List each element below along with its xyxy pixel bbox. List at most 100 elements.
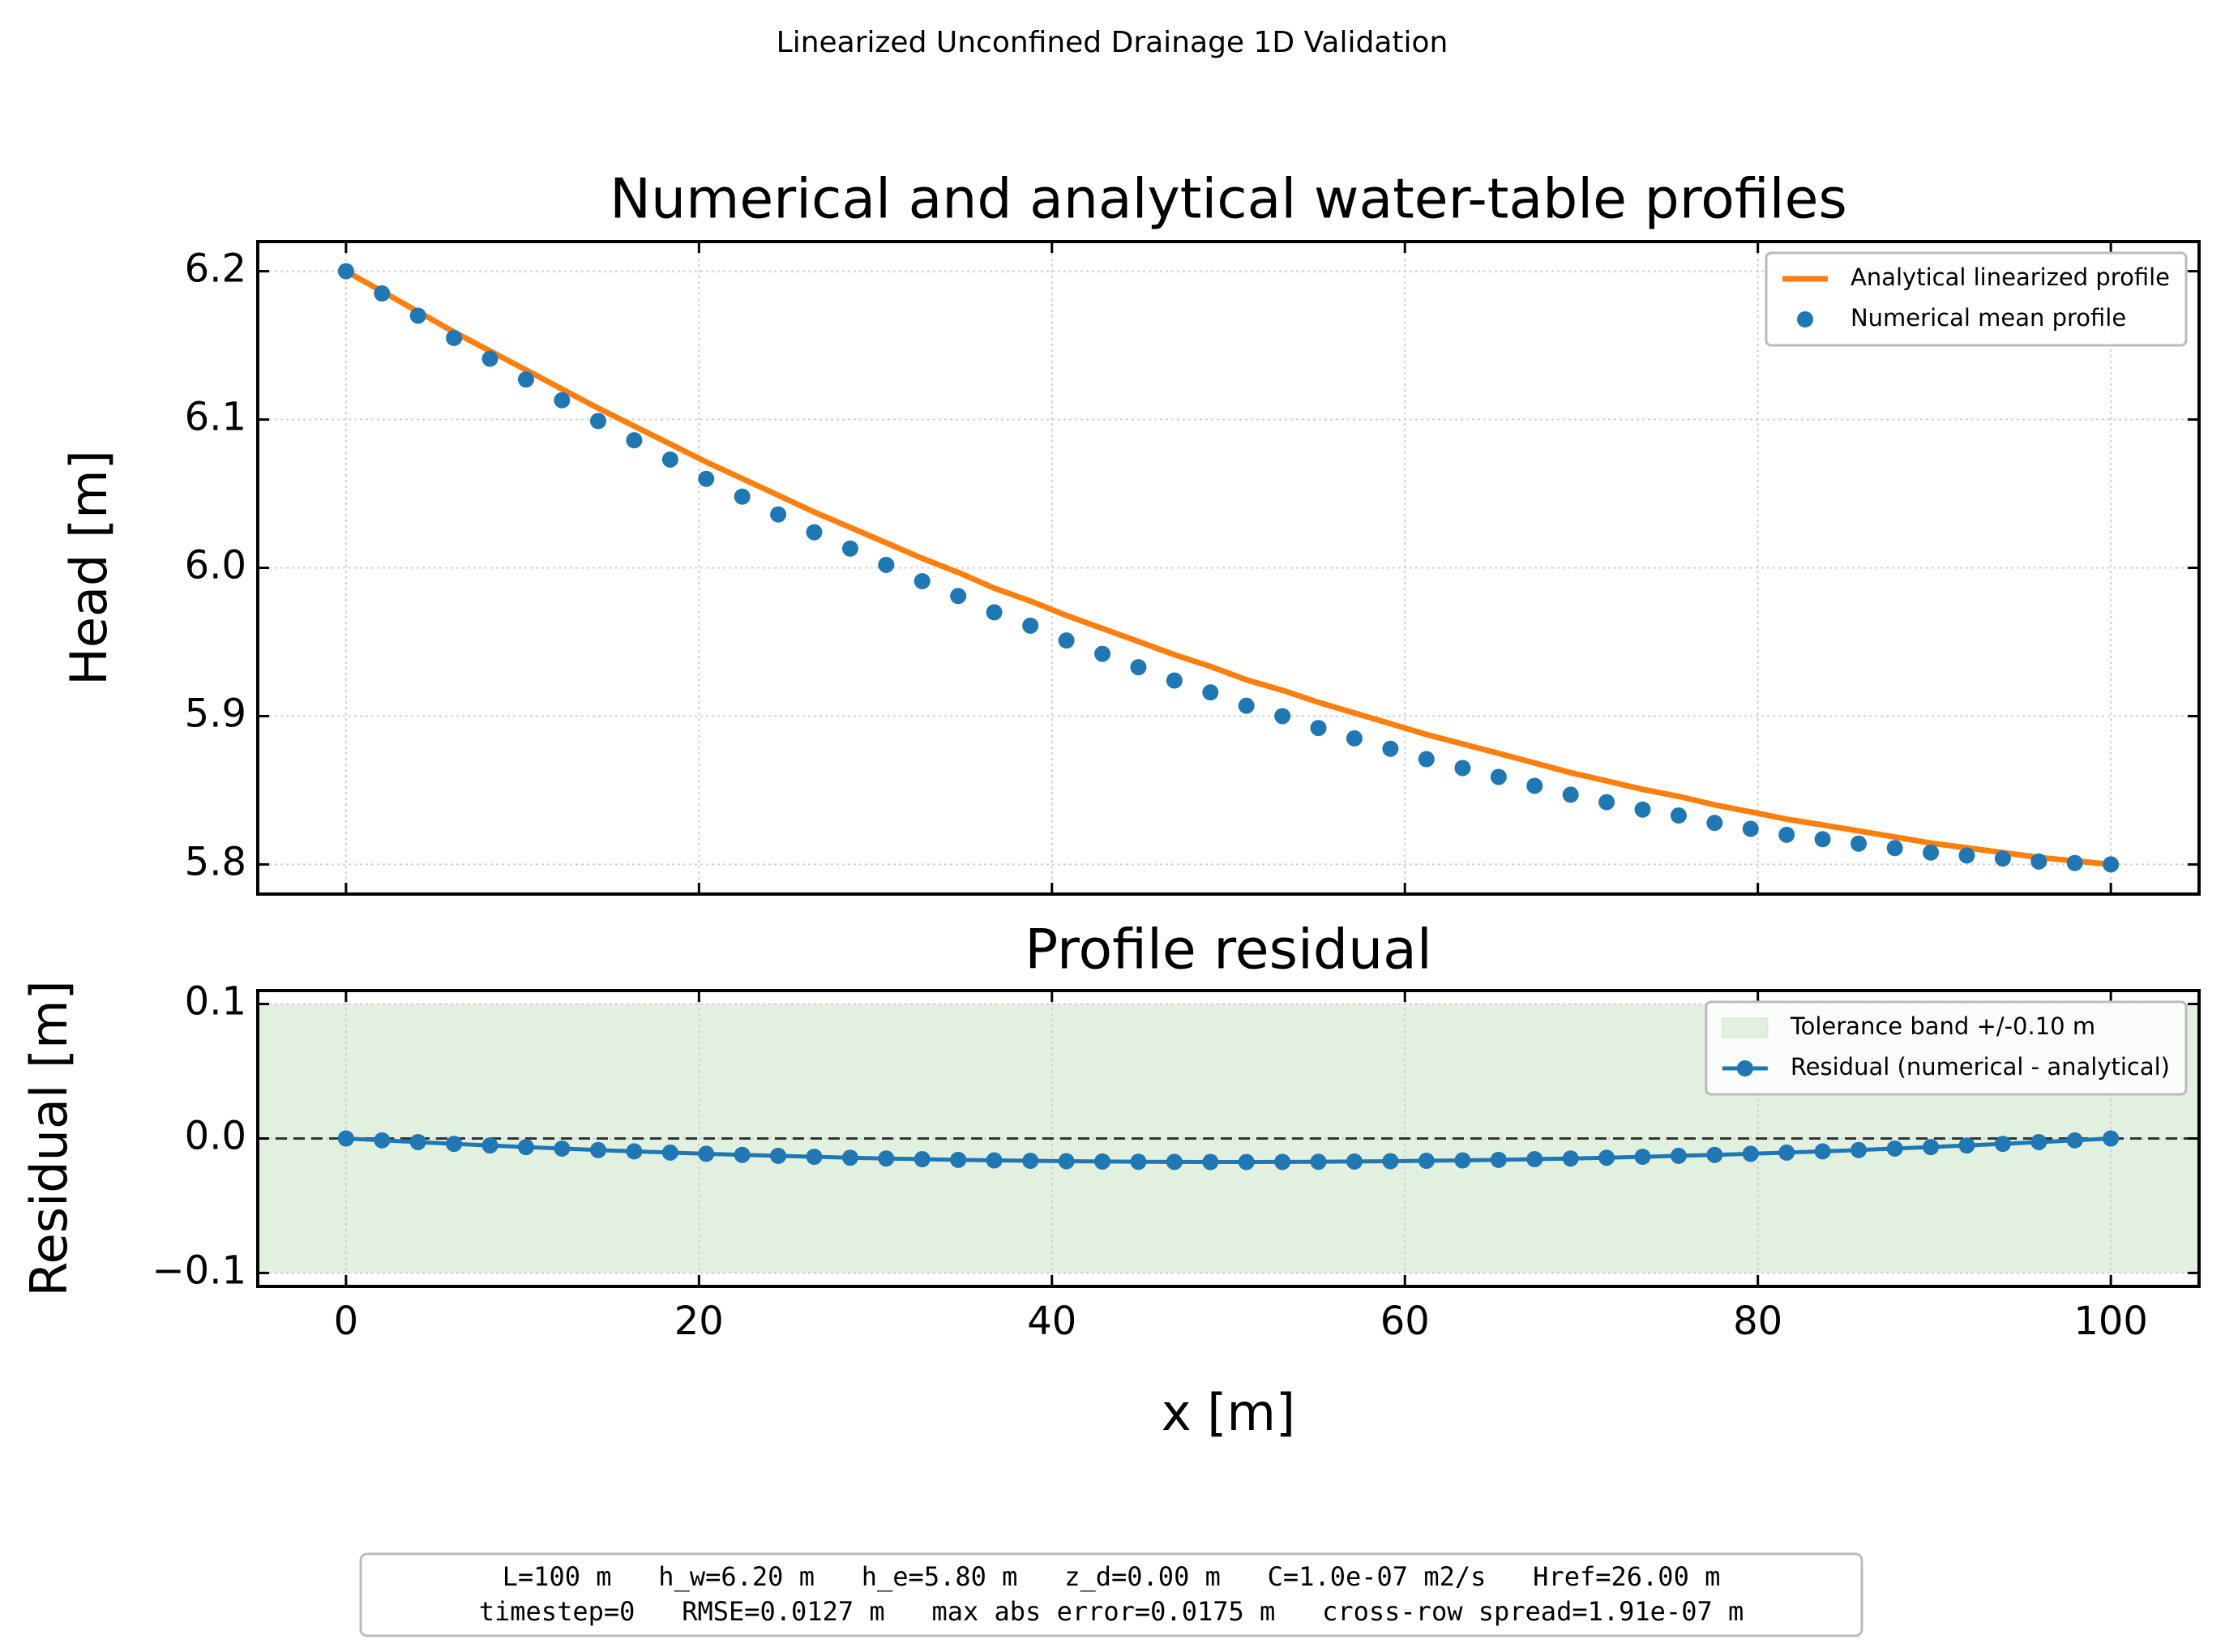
data-point: [986, 1152, 1003, 1169]
data-point: [1490, 768, 1507, 785]
data-point: [517, 371, 534, 388]
data-point: [698, 470, 715, 487]
data-point: [950, 1151, 967, 1168]
data-point: [481, 1137, 498, 1154]
data-point: [1886, 840, 1903, 857]
y-tick-label: 0.0: [185, 1114, 246, 1159]
data-point: [770, 1147, 787, 1164]
data-point: [1958, 1137, 1975, 1154]
data-point: [1022, 1153, 1039, 1170]
data-point: [1130, 1153, 1147, 1171]
data-point: [1562, 786, 1579, 803]
legend-box: [1705, 1000, 2188, 1096]
legend-swatch: [1796, 311, 1813, 327]
axes-title: Profile residual: [1025, 918, 1432, 982]
data-point: [1958, 847, 1975, 864]
data-point: [554, 392, 571, 409]
y-axis-label: Head [m]: [59, 450, 118, 686]
x-tick-label: 0: [334, 1299, 359, 1344]
data-point: [1706, 1146, 1723, 1163]
legend-label: Numerical mean profile: [1851, 304, 2126, 332]
data-point: [374, 1132, 391, 1149]
data-point: [1166, 672, 1183, 689]
data-point: [1490, 1151, 1507, 1168]
data-point: [1634, 801, 1651, 818]
legend-swatch: [1722, 1017, 1769, 1038]
data-point: [841, 1149, 858, 1166]
data-point: [1202, 1153, 1219, 1171]
y-tick-label: −0.1: [152, 1248, 246, 1293]
footer-line: timestep=0 RMSE=0.0127 m max abs error=0…: [479, 1596, 1744, 1627]
y-axis-label: Residual [m]: [19, 980, 79, 1296]
y-tick-label: 5.8: [185, 839, 246, 884]
data-point: [517, 1139, 534, 1156]
data-point: [2066, 854, 2083, 871]
data-point: [1923, 844, 1940, 861]
data-point: [661, 1144, 678, 1161]
data-point: [409, 307, 426, 324]
data-point: [1742, 820, 1759, 837]
data-point: [1058, 632, 1075, 649]
data-point: [626, 1143, 643, 1160]
data-point: [1851, 835, 1868, 852]
data-point: [841, 540, 858, 557]
axes-title: Numerical and analytical water-table pro…: [610, 168, 1847, 232]
y-tick-label: 6.0: [185, 543, 246, 588]
data-point: [1994, 1136, 2011, 1153]
y-tick-label: 6.2: [185, 246, 246, 292]
data-point: [446, 329, 463, 346]
series-line: [344, 268, 2112, 867]
data-point: [1418, 751, 1435, 768]
legend-label: Analytical linearized profile: [1851, 263, 2170, 291]
data-point: [698, 1145, 715, 1162]
data-point: [1274, 1153, 1291, 1171]
legend-label: Residual (numerical - analytical): [1791, 1053, 2170, 1081]
data-point: [374, 285, 391, 302]
data-point: [661, 451, 678, 468]
x-tick-label: 40: [1027, 1299, 1076, 1344]
data-point: [1814, 831, 1831, 848]
data-point: [950, 588, 967, 605]
data-point: [1022, 617, 1039, 634]
data-point: [2103, 1130, 2120, 1147]
data-point: [1670, 1147, 1687, 1164]
data-point: [1706, 815, 1723, 832]
x-tick-label: 20: [674, 1299, 724, 1344]
data-point: [1418, 1153, 1435, 1170]
data-point: [337, 263, 354, 280]
data-point: [1454, 760, 1471, 777]
data-point: [1274, 708, 1291, 725]
data-point: [734, 488, 751, 505]
data-point: [589, 413, 606, 430]
data-point: [1166, 1153, 1183, 1171]
data-point: [1094, 1153, 1111, 1170]
data-point: [1346, 730, 1363, 747]
data-point: [554, 1140, 571, 1157]
data-point: [1670, 807, 1687, 824]
footer-box: [359, 1552, 1863, 1637]
data-point: [1742, 1145, 1759, 1162]
data-point: [626, 432, 643, 449]
data-point: [878, 556, 895, 573]
data-point: [2103, 856, 2120, 873]
footer-line: L=100 m h_w=6.20 m h_e=5.80 m z_d=0.00 m…: [503, 1561, 1721, 1592]
data-point: [409, 1133, 426, 1150]
y-tick-label: 6.1: [185, 395, 246, 440]
data-point: [337, 1130, 354, 1147]
data-point: [1238, 697, 1255, 714]
data-point: [2066, 1132, 2083, 1149]
data-point: [1778, 1144, 1795, 1161]
data-point: [481, 350, 498, 367]
legend-box: [1765, 251, 2188, 347]
x-tick-label: 60: [1380, 1299, 1430, 1344]
data-point: [1851, 1141, 1868, 1158]
data-point: [1382, 1153, 1399, 1170]
legend: Tolerance band +/-0.10 m Residual (numeri…: [1705, 1000, 2188, 1096]
x-tick-label: 80: [1733, 1299, 1782, 1344]
data-point: [1994, 850, 2011, 867]
data-point: [1814, 1143, 1831, 1160]
data-point: [1382, 740, 1399, 757]
data-point: [2030, 1133, 2047, 1150]
data-point: [914, 1151, 931, 1168]
